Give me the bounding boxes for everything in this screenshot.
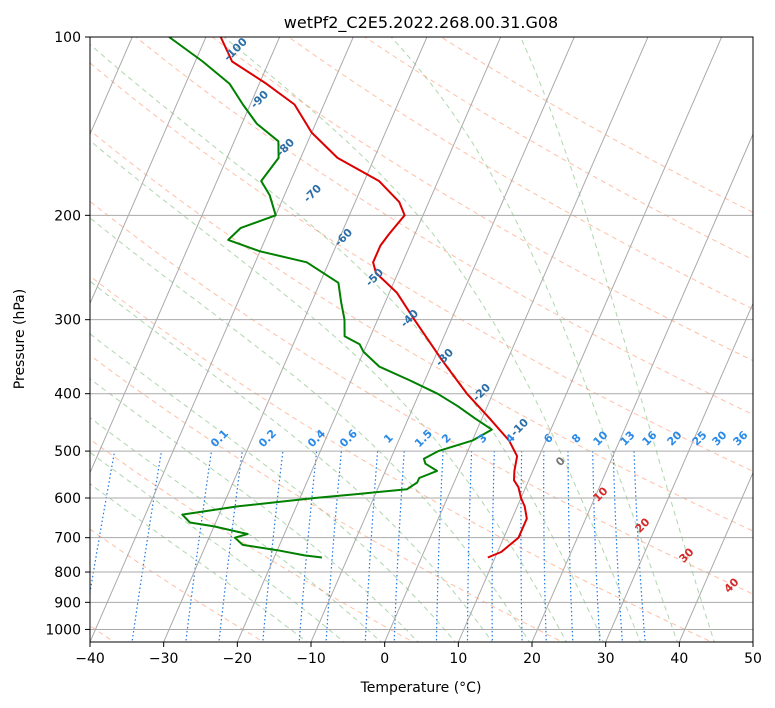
dry-adiabat-line bbox=[90, 62, 753, 472]
y-tick-label: 100 bbox=[54, 30, 81, 46]
mixing-ratio-line bbox=[393, 451, 405, 642]
temperature-profile-line bbox=[219, 37, 528, 559]
isotherm-line bbox=[384, 37, 649, 642]
isotherms bbox=[90, 37, 753, 642]
dry-adiabat-line bbox=[90, 528, 265, 642]
isobars bbox=[90, 37, 753, 630]
isotherm-line bbox=[163, 37, 428, 642]
y-tick-label: 700 bbox=[54, 531, 81, 547]
y-tick-label: 1000 bbox=[45, 622, 81, 638]
moist-adiabat-line bbox=[90, 451, 345, 642]
y-tick-label: 900 bbox=[54, 595, 81, 611]
y-tick-label: 400 bbox=[54, 387, 81, 403]
dry-adiabat-line bbox=[211, 37, 753, 362]
x-tick-label: −20 bbox=[223, 651, 253, 667]
x-tick-label: 30 bbox=[597, 651, 615, 667]
isotherm-line bbox=[90, 37, 133, 136]
mixing-ratio-line bbox=[567, 451, 574, 642]
isotherm-line bbox=[90, 37, 354, 642]
mixing-ratio-line bbox=[491, 451, 495, 642]
moist-adiabat-line bbox=[90, 217, 531, 642]
moist-adiabat-line bbox=[90, 280, 493, 642]
dry-adiabat-line bbox=[135, 37, 753, 416]
isotherm-line bbox=[457, 37, 723, 642]
x-tick-label: −10 bbox=[296, 651, 326, 667]
mixing-ratio-line bbox=[466, 451, 473, 642]
x-axis-label: Temperature (°C) bbox=[360, 680, 482, 696]
x-tick-label: 20 bbox=[523, 651, 541, 667]
plot-background bbox=[90, 37, 753, 642]
isotherm-line bbox=[531, 132, 753, 642]
y-tick-label: 800 bbox=[54, 565, 81, 581]
dry-adiabats bbox=[90, 37, 753, 642]
mixing-ratio-line bbox=[543, 451, 547, 642]
moist-adiabat-line bbox=[223, 37, 642, 642]
y-tick-label: 200 bbox=[54, 208, 81, 224]
isotherm-line bbox=[90, 37, 207, 305]
chart-title: wetPf2_C2E5.2022.268.00.31.G08 bbox=[284, 13, 558, 33]
dry-adiabat-line bbox=[90, 200, 753, 595]
dry-adiabat-line bbox=[287, 37, 753, 310]
mixing-ratio-line bbox=[435, 451, 444, 642]
axes: −40 −30 −20 −10 0 10 20 30 40 50 1000 900 800 700 600 5… bbox=[45, 30, 762, 667]
isotherm-line bbox=[310, 37, 575, 642]
isotherm-line bbox=[678, 471, 753, 642]
moist-adiabat-line bbox=[520, 37, 715, 642]
x-tick-label: 40 bbox=[670, 651, 688, 667]
x-tick-label: 0 bbox=[380, 651, 389, 667]
isotherm-line bbox=[236, 37, 502, 642]
moist-adiabat-line bbox=[90, 139, 568, 642]
y-tick-label: 600 bbox=[54, 491, 81, 507]
moist-adiabats bbox=[90, 37, 715, 642]
isotherm-line bbox=[90, 37, 281, 474]
x-tick-label: −40 bbox=[75, 651, 105, 667]
dry-adiabat-line bbox=[90, 129, 753, 532]
y-axis-label: Pressure (hPa) bbox=[12, 289, 28, 389]
mixing-ratio-line bbox=[612, 451, 624, 642]
dewpoint-profile-line bbox=[168, 37, 493, 559]
sounding-series bbox=[168, 37, 528, 559]
y-tick-label: 500 bbox=[54, 444, 81, 460]
isotherm-line bbox=[605, 302, 753, 642]
moist-adiabat-line bbox=[90, 417, 382, 642]
dry-adiabat-line bbox=[90, 354, 564, 642]
x-tick-label: −30 bbox=[149, 651, 179, 667]
moist-adiabat-line bbox=[90, 333, 456, 642]
plot-frame bbox=[89, 36, 754, 643]
x-tick-label: 10 bbox=[449, 651, 467, 667]
mixing-ratio-line bbox=[592, 451, 601, 642]
moist-adiabat-line bbox=[390, 37, 678, 642]
y-tick-label: 300 bbox=[54, 313, 81, 329]
x-tick-label: 50 bbox=[744, 651, 762, 667]
